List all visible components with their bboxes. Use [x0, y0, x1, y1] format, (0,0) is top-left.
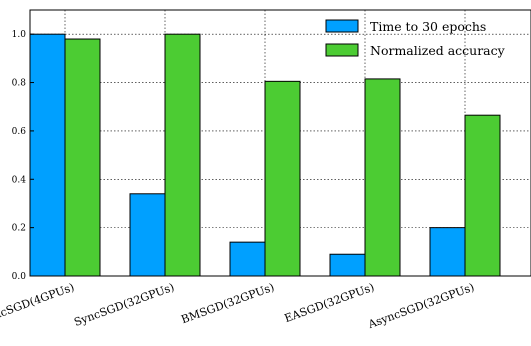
y-tick-label: 0.4 [12, 175, 27, 185]
x-category-label: BMSGD(32GPUs) [180, 281, 277, 327]
bar-accuracy [64, 38, 101, 277]
legend: Time to 30 epochs Normalized accuracy [325, 19, 506, 58]
y-tick-label: 0.0 [12, 272, 27, 282]
bar-time [229, 241, 266, 277]
legend-swatch [325, 19, 359, 33]
bar-time [129, 193, 166, 277]
bar-accuracy [164, 33, 201, 277]
x-category-label: SyncSGD(4GPUs) [0, 281, 76, 327]
y-tick-label: 0.6 [12, 127, 27, 137]
x-category-label: EASGD(32GPUs) [283, 281, 376, 326]
bars-layer [29, 33, 501, 277]
x-axis: SyncSGD(4GPUs)SyncSGD(32GPUs) BMSGD(32GPU… [0, 272, 476, 331]
bar-time [429, 227, 466, 277]
plot-frame [29, 9, 531, 277]
legend-label: Normalized accuracy [370, 43, 506, 58]
legend-label: Time to 30 epochs [370, 19, 486, 34]
x-category-label: AsyncSGD(32GPUs) [366, 281, 476, 332]
legend-swatch [325, 43, 359, 57]
bar-accuracy [264, 80, 301, 277]
y-tick-label: 0.8 [12, 79, 27, 89]
bar-accuracy [364, 78, 401, 277]
bar-accuracy [464, 114, 501, 277]
y-tick-label: 0.2 [12, 224, 26, 234]
y-tick-label: 1.0 [12, 30, 27, 40]
y-axis: 0.0 0.2 0.4 0.6 0.8 1.0 [12, 30, 34, 282]
bar-time [329, 253, 366, 277]
bar-time [29, 33, 66, 277]
x-category-label: SyncSGD(32GPUs) [72, 281, 176, 329]
